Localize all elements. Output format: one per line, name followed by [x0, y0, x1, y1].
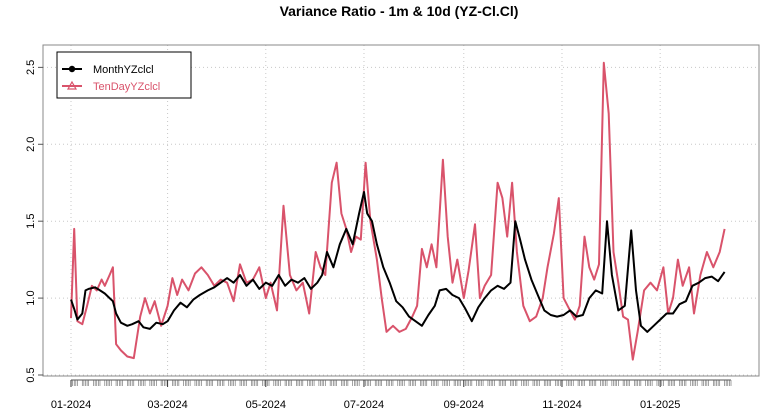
x-tick-label: 01-2025: [640, 399, 680, 411]
series-layer: [70, 61, 726, 361]
series-line-MonthYZclcl: [70, 191, 726, 333]
legend-marker-circle: [68, 65, 76, 73]
x-tick-label: 07-2024: [344, 399, 384, 411]
x-tick-label: 11-2024: [542, 399, 582, 411]
y-tick-label: 1.0: [25, 290, 37, 305]
x-tick-label: 09-2024: [444, 399, 484, 411]
legend-label-MonthYZclcl: MonthYZclcl: [93, 64, 154, 76]
legend: MonthYZclcl TenDayYZclcl: [56, 51, 192, 99]
x-tick-label: 01-2024: [51, 399, 91, 411]
x-tick-label: 03-2024: [147, 399, 187, 411]
y-tick-label: 2.0: [25, 137, 37, 152]
y-tick-label: 2.5: [25, 60, 37, 75]
x-tick-label: 05-2024: [246, 399, 286, 411]
series-line-TenDayYZclcl: [70, 61, 726, 361]
y-tick-label: 0.5: [25, 367, 37, 382]
legend-label-TenDayYZclcl: TenDayYZclcl: [93, 81, 160, 93]
plot-border: [42, 44, 760, 377]
legend-box: [56, 51, 192, 99]
grid-layer: [43, 45, 759, 376]
legend-marker-triangle: [66, 80, 78, 90]
y-tick-label: 1.5: [25, 214, 37, 229]
x-axis: 01-2024 03-2024 05-2024 07-2024 09-2024 11-20…: [51, 379, 732, 411]
chart-title: Variance Ratio - 1m & 10d (YZ-Cl.Cl): [280, 3, 519, 19]
y-axis: 0.5 1.0 1.5 2.0 2.5: [25, 60, 43, 383]
